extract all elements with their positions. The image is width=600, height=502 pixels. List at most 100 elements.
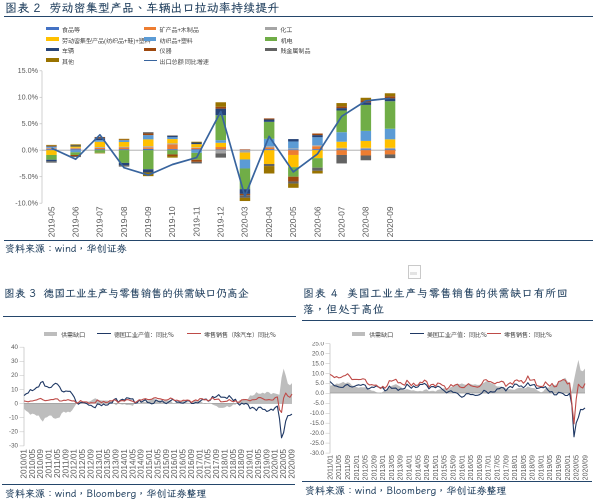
svg-text:2016/09: 2016/09 [477, 455, 484, 480]
svg-text:2020/09: 2020/09 [287, 449, 296, 479]
svg-text:2020/09: 2020/09 [582, 455, 589, 480]
svg-text:2017/01: 2017/01 [195, 449, 204, 479]
svg-text:2019/01: 2019/01 [246, 449, 255, 479]
svg-text:2011/09: 2011/09 [61, 449, 70, 478]
svg-text:2014/09: 2014/09 [424, 455, 431, 480]
svg-text:25.0: 25.0 [312, 342, 325, 347]
svg-text:2014/01: 2014/01 [120, 449, 129, 479]
svg-text:2012/09: 2012/09 [86, 449, 95, 479]
svg-text:2019/05: 2019/05 [547, 455, 554, 480]
svg-text:2011/09: 2011/09 [345, 455, 352, 480]
svg-text:0.0%: 0.0% [22, 145, 39, 154]
svg-text:40: 40 [11, 344, 18, 351]
svg-text:-10.0: -10.0 [310, 410, 325, 417]
svg-text:2011/01: 2011/01 [327, 455, 334, 480]
svg-text:2019-05: 2019-05 [46, 206, 56, 237]
svg-text:2013/05: 2013/05 [103, 449, 112, 479]
svg-text:2012/05: 2012/05 [78, 449, 87, 479]
svg-text:15.0: 15.0 [312, 360, 325, 367]
svg-text:10.0%: 10.0% [18, 92, 39, 101]
svg-text:2016/05: 2016/05 [179, 449, 188, 479]
svg-text:2018/01: 2018/01 [512, 455, 519, 480]
svg-text:2011/05: 2011/05 [336, 455, 343, 480]
svg-text:-10.0%: -10.0% [15, 198, 38, 207]
svg-text:2018/01: 2018/01 [220, 449, 229, 479]
svg-text:2016/05: 2016/05 [468, 455, 475, 480]
svg-text:10.0: 10.0 [312, 370, 325, 377]
svg-text:-30: -30 [9, 443, 19, 450]
svg-text:2020-03: 2020-03 [240, 206, 250, 237]
svg-text:2015/09: 2015/09 [162, 449, 171, 479]
svg-text:2020-09: 2020-09 [385, 206, 395, 237]
svg-text:2019/09: 2019/09 [262, 449, 271, 479]
svg-text:15.0%: 15.0% [18, 66, 39, 75]
svg-text:2014/01: 2014/01 [407, 455, 414, 480]
svg-text:20: 20 [11, 372, 18, 379]
svg-text:2019/05: 2019/05 [254, 449, 263, 479]
svg-text:0: 0 [15, 400, 19, 407]
svg-text:2018/09: 2018/09 [237, 449, 246, 479]
svg-text:2014/05: 2014/05 [128, 449, 137, 479]
svg-text:2015/09: 2015/09 [451, 455, 458, 480]
svg-text:2017/05: 2017/05 [495, 455, 502, 480]
svg-text:2020-05: 2020-05 [288, 206, 298, 237]
svg-text:2012/05: 2012/05 [363, 455, 370, 480]
svg-text:2018/05: 2018/05 [229, 449, 238, 479]
svg-text:2017/09: 2017/09 [212, 449, 221, 479]
svg-text:2011/05: 2011/05 [53, 449, 62, 478]
svg-text:2010/09: 2010/09 [36, 449, 45, 479]
svg-text:2019-09: 2019-09 [143, 206, 153, 237]
svg-text:2020/01: 2020/01 [565, 455, 572, 480]
svg-text:2012/09: 2012/09 [371, 455, 378, 480]
svg-text:2017/01: 2017/01 [486, 455, 493, 480]
svg-text:2019-08: 2019-08 [119, 206, 129, 237]
svg-text:-5.0: -5.0 [313, 400, 324, 407]
svg-text:2010/01: 2010/01 [19, 449, 28, 479]
svg-text:2017/09: 2017/09 [503, 455, 510, 480]
svg-text:2019-12: 2019-12 [216, 206, 226, 237]
svg-text:2019/09: 2019/09 [556, 455, 563, 480]
svg-text:30: 30 [11, 358, 18, 365]
svg-text:2012/01: 2012/01 [354, 455, 361, 480]
svg-text:2020-04: 2020-04 [264, 206, 274, 237]
svg-text:2016/01: 2016/01 [170, 449, 179, 479]
svg-text:2020-08: 2020-08 [361, 206, 371, 237]
svg-text:2017/05: 2017/05 [204, 449, 213, 479]
svg-text:2018/09: 2018/09 [530, 455, 537, 480]
svg-text:2019/01: 2019/01 [538, 455, 545, 480]
svg-text:2018/05: 2018/05 [521, 455, 528, 480]
svg-text:2020/05: 2020/05 [279, 449, 288, 479]
svg-text:-5.0%: -5.0% [19, 172, 38, 181]
svg-text:-10: -10 [9, 415, 19, 422]
svg-text:20.0: 20.0 [312, 350, 325, 357]
svg-text:2010/05: 2010/05 [28, 449, 37, 479]
svg-text:2016/01: 2016/01 [459, 455, 466, 480]
svg-text:2020/01: 2020/01 [271, 449, 280, 479]
svg-text:-20.0: -20.0 [310, 430, 325, 437]
svg-text:2019-06: 2019-06 [71, 206, 81, 237]
svg-text:2015/05: 2015/05 [442, 455, 449, 480]
svg-text:5.0%: 5.0% [22, 119, 39, 128]
svg-text:2012/01: 2012/01 [70, 449, 79, 479]
svg-text:2011/01: 2011/01 [45, 449, 54, 478]
svg-text:2019-07: 2019-07 [95, 206, 105, 237]
svg-text:2013/01: 2013/01 [95, 449, 104, 479]
svg-text:2014/09: 2014/09 [137, 449, 146, 479]
svg-text:2019-10: 2019-10 [167, 206, 177, 237]
svg-text:2019-11: 2019-11 [191, 206, 201, 236]
svg-text:2015/01: 2015/01 [433, 455, 440, 480]
svg-text:2013/01: 2013/01 [380, 455, 387, 480]
svg-text:-30.0: -30.0 [310, 450, 325, 457]
svg-text:2014/05: 2014/05 [415, 455, 422, 480]
svg-text:-25.0: -25.0 [310, 440, 325, 447]
svg-text:2015/01: 2015/01 [145, 449, 154, 479]
svg-text:-15.0: -15.0 [310, 420, 325, 427]
svg-text:-20: -20 [9, 429, 19, 436]
svg-text:10: 10 [11, 386, 18, 393]
svg-text:5.0: 5.0 [315, 380, 324, 387]
svg-text:2020-07: 2020-07 [337, 206, 347, 237]
svg-text:2013/09: 2013/09 [112, 449, 121, 479]
svg-text:2013/09: 2013/09 [398, 455, 405, 480]
svg-text:0.0: 0.0 [315, 390, 324, 397]
svg-text:2020/05: 2020/05 [574, 455, 581, 480]
